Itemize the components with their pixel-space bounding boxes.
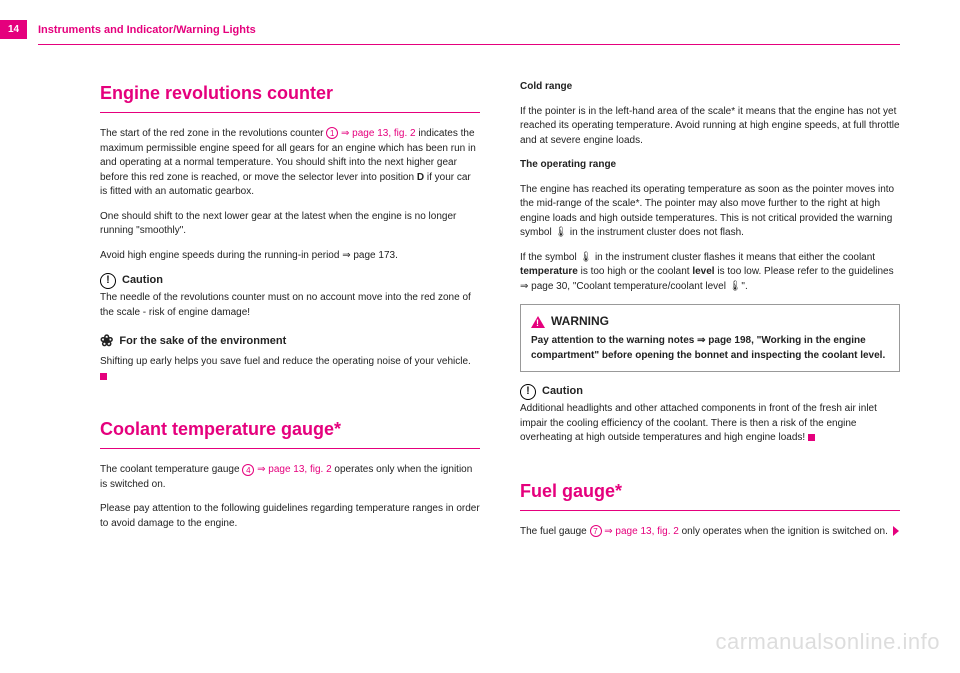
caution-text: The needle of the revolutions counter mu… — [100, 291, 480, 320]
warning-box: WARNING Pay attention to the warning not… — [520, 304, 900, 372]
left-column: Engine revolutions counter The start of … — [100, 80, 480, 653]
page-ref: ⇒ page 13, fig. 2 — [602, 526, 679, 537]
header-bar: Instruments and Indicator/Warning Lights — [38, 20, 900, 45]
page-ref: ⇒ page 13, fig. 2 — [338, 128, 415, 139]
operating-range-p2: If the symbol 🌡 in the instrument cluste… — [520, 251, 900, 295]
page-number-tab: 14 — [0, 20, 27, 39]
callout-4: 4 — [242, 464, 254, 476]
content-columns: Engine revolutions counter The start of … — [100, 80, 900, 653]
environment-heading: ❀ For the sake of the environment — [100, 330, 480, 353]
caution-icon: ! — [100, 273, 116, 289]
end-square-icon — [100, 373, 107, 380]
rev-para-3: Avoid high engine speeds during the runn… — [100, 249, 480, 264]
page-ref: ⇒ page 13, fig. 2 — [254, 464, 331, 475]
end-square-icon — [808, 434, 815, 441]
section-rule — [520, 510, 900, 511]
watermark: carmanualsonline.info — [715, 629, 940, 655]
caution-heading: ! Caution — [100, 273, 480, 289]
section-rule — [100, 112, 480, 113]
warning-title: WARNING — [531, 313, 889, 330]
fuel-para: The fuel gauge 7 ⇒ page 13, fig. 2 only … — [520, 525, 900, 540]
caution-text-2: Additional headlights and other attached… — [520, 402, 900, 446]
header-title: Instruments and Indicator/Warning Lights — [38, 24, 256, 36]
callout-1: 1 — [326, 127, 338, 139]
warning-triangle-icon — [531, 316, 545, 328]
callout-7: 7 — [590, 525, 602, 537]
cold-range-heading: Cold range — [520, 80, 900, 95]
coolant-para-1: The coolant temperature gauge 4 ⇒ page 1… — [100, 463, 480, 492]
flower-icon: ❀ — [100, 330, 113, 353]
caution-icon: ! — [520, 384, 536, 400]
cold-range-text: If the pointer is in the left-hand area … — [520, 105, 900, 149]
operating-range-heading: The operating range — [520, 158, 900, 173]
section-heading-rev-counter: Engine revolutions counter — [100, 80, 480, 106]
coolant-para-2: Please pay attention to the following gu… — [100, 502, 480, 531]
right-column: Cold range If the pointer is in the left… — [520, 80, 900, 653]
rev-para-2: One should shift to the next lower gear … — [100, 210, 480, 239]
section-heading-coolant: Coolant temperature gauge* — [100, 416, 480, 442]
section-heading-fuel: Fuel gauge* — [520, 478, 900, 504]
warning-text: Pay attention to the warning notes ⇒ pag… — [531, 334, 889, 363]
section-rule — [100, 448, 480, 449]
operating-range-p1: The engine has reached its operating tem… — [520, 183, 900, 241]
continue-arrow-icon — [893, 526, 899, 536]
environment-text: Shifting up early helps you save fuel an… — [100, 355, 480, 384]
caution-heading-2: ! Caution — [520, 384, 900, 400]
rev-para-1: The start of the red zone in the revolut… — [100, 127, 480, 200]
